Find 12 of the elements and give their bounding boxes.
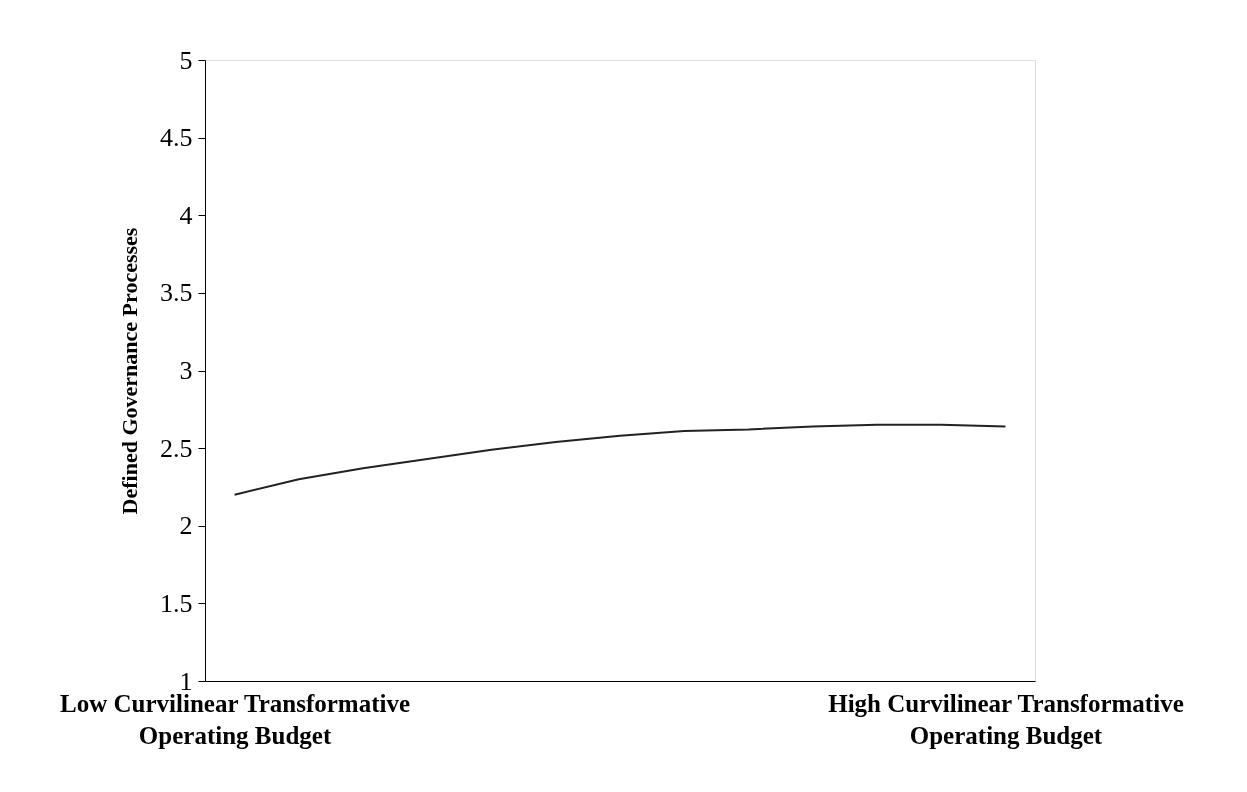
line-series bbox=[233, 423, 1007, 496]
y-tick-label: 2.5 bbox=[160, 433, 193, 463]
x-tick-label: Low Curvilinear Transformative Operating Budget bbox=[60, 689, 411, 749]
y-tick-label: 4 bbox=[179, 200, 193, 230]
y-tick-label: 1.5 bbox=[160, 588, 193, 618]
y-axis-title: Defined Governance Processes bbox=[117, 227, 142, 515]
y-tick-label: 3 bbox=[179, 356, 193, 385]
y-tick-label: 4.5 bbox=[160, 123, 193, 153]
y-tick-label: 3.5 bbox=[160, 278, 193, 308]
y-tick-label: 2 bbox=[179, 511, 193, 541]
y-tick-label: 5 bbox=[179, 45, 193, 75]
x-tick-label: High Curvilinear Transformative Operating Budget bbox=[828, 689, 1184, 749]
